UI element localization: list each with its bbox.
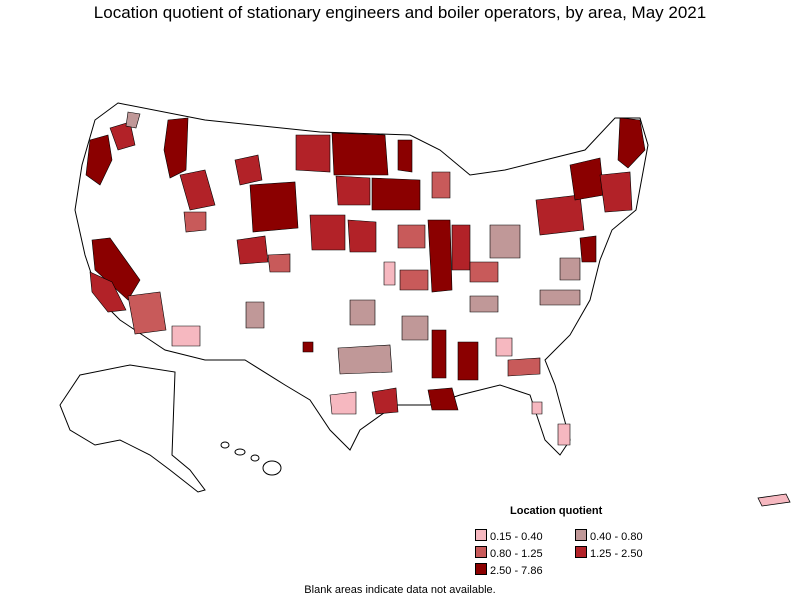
legend-swatch-2 (575, 529, 587, 541)
legend-swatch-3 (475, 546, 487, 558)
area-mn (371, 177, 421, 211)
area-ks (383, 261, 396, 286)
legend-label-4: 1.25 - 2.50 (590, 548, 643, 560)
area-tx-2 (329, 391, 357, 415)
area-idaho-2 (179, 169, 216, 211)
area-ms (431, 329, 447, 379)
area-co (236, 235, 269, 265)
area-al (457, 341, 479, 381)
legend-title: Location quotient (510, 505, 603, 517)
area-va (559, 257, 581, 281)
area-tx-3 (371, 387, 399, 415)
footnote: Blank areas indicate data not available. (304, 584, 496, 596)
legend-item-3: 0.80 - 1.25 (475, 546, 543, 560)
area-tn (469, 295, 499, 313)
legend-label-3: 0.80 - 1.25 (490, 548, 543, 560)
area-ca-2 (89, 271, 127, 313)
legend-swatch-5 (475, 563, 487, 575)
legend-item-2: 0.40 - 0.80 (575, 529, 643, 543)
hawaii-islands (220, 441, 282, 476)
area-pnw-1 (85, 134, 113, 186)
area-ny (569, 157, 605, 201)
legend-swatch-4 (575, 546, 587, 558)
area-ca-1 (91, 237, 141, 301)
area-az (171, 325, 201, 347)
area-mo (399, 269, 429, 291)
area-in (451, 224, 471, 271)
area-ne (309, 214, 346, 251)
legend-swatch-1 (475, 529, 487, 541)
area-ar (401, 315, 429, 341)
area-wi (397, 139, 413, 173)
area-mt (234, 154, 263, 186)
area-ky (469, 261, 499, 283)
legend-label-5: 2.50 - 7.86 (490, 565, 543, 577)
area-pnw-3 (125, 111, 141, 129)
area-nc (539, 289, 581, 306)
area-co-2 (267, 253, 291, 273)
area-ne-states (599, 171, 633, 213)
area-ca-3 (127, 291, 167, 335)
area-fl (557, 423, 571, 446)
area-me (617, 117, 646, 169)
area-id-s (183, 211, 207, 233)
area-nd-1 (295, 134, 331, 173)
area-nm (245, 301, 265, 329)
area-ga (495, 337, 513, 357)
area-tx-1 (337, 344, 393, 375)
area-sd (335, 175, 371, 206)
area-md (579, 235, 597, 263)
legend-item-1: 0.15 - 0.40 (475, 529, 543, 543)
legend-item-4: 1.25 - 2.50 (575, 546, 643, 560)
area-pa (535, 194, 585, 236)
puerto-rico (757, 493, 791, 507)
area-idaho-1 (163, 117, 189, 179)
area-ok (349, 299, 376, 326)
area-fl-2 (531, 401, 543, 415)
legend-label-1: 0.15 - 0.40 (490, 531, 543, 543)
contiguous-us-outline (74, 102, 649, 456)
area-nd-2 (331, 132, 389, 176)
area-la (427, 387, 459, 411)
map-title: Location quotient of stationary engineer… (93, 3, 707, 22)
legend-item-5: 2.50 - 7.86 (475, 563, 543, 577)
area-pnw-2 (109, 121, 136, 151)
area-ga-2 (507, 357, 541, 377)
legend-label-2: 0.40 - 0.80 (590, 531, 643, 543)
area-ia (397, 224, 426, 249)
area-wy (249, 181, 299, 233)
area-ne-2 (347, 219, 377, 253)
shaded-areas (85, 111, 646, 446)
area-nm-2 (302, 341, 314, 353)
area-mi (431, 171, 451, 199)
alaska-outline (59, 364, 206, 493)
area-il (427, 219, 453, 293)
area-oh (489, 224, 521, 259)
